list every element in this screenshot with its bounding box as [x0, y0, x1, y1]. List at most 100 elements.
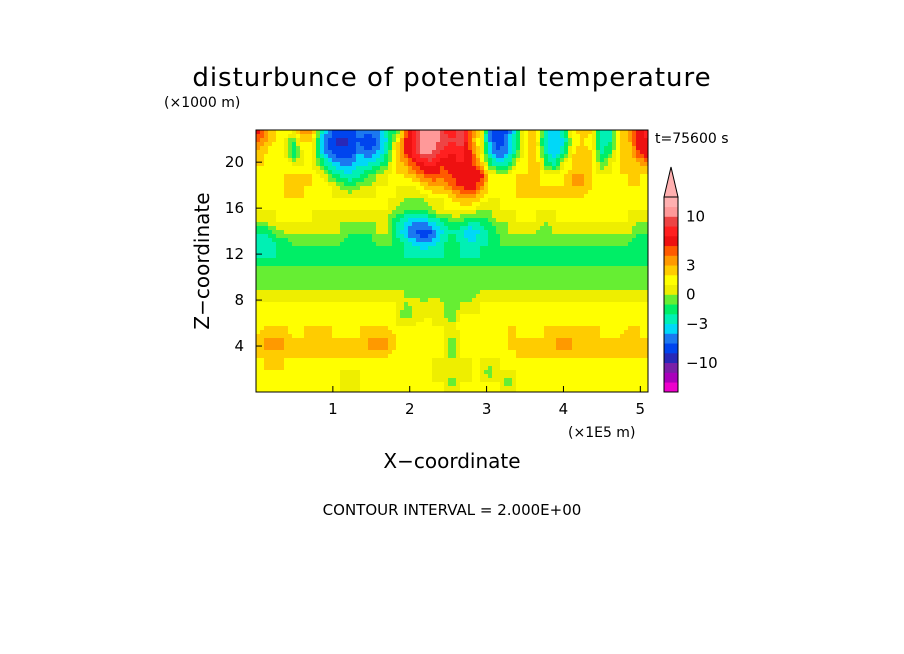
contour-cell — [508, 154, 513, 159]
contour-cell — [464, 146, 469, 151]
contour-cell — [460, 338, 509, 343]
contour-cell — [488, 166, 497, 171]
contour-cell — [392, 166, 397, 171]
contour-cell — [256, 294, 405, 299]
colorbar-segment — [664, 275, 678, 286]
contour-cell — [460, 302, 481, 307]
contour-cell — [400, 310, 413, 315]
contour-cell — [376, 222, 389, 227]
contour-cell — [456, 182, 477, 187]
contour-cell — [456, 354, 461, 359]
contour-cell — [464, 218, 489, 223]
contour-cell — [572, 338, 649, 343]
contour-cell — [484, 170, 489, 175]
contour-cell — [612, 146, 617, 151]
contour-cell — [404, 302, 409, 307]
contour-cell — [600, 138, 613, 143]
contour-cell — [320, 154, 325, 159]
contour-cell — [564, 162, 573, 167]
contour-cell — [620, 166, 649, 171]
colorbar-segment — [664, 343, 678, 354]
colorbar-segment — [664, 372, 678, 383]
contour-cell — [392, 134, 397, 139]
x-tick-label: 5 — [636, 400, 646, 418]
contour-cell — [456, 130, 465, 135]
contour-cell — [316, 134, 321, 139]
contour-cell — [412, 306, 445, 311]
contour-cell — [540, 134, 545, 139]
contour-cell — [640, 178, 649, 183]
contour-cell — [488, 238, 501, 243]
contour-cell — [528, 166, 541, 171]
contour-cell — [508, 150, 513, 155]
contour-cell — [408, 154, 413, 159]
contour-cell — [304, 194, 333, 199]
contour-cell — [256, 166, 313, 171]
contour-cell — [324, 130, 329, 135]
contour-cell — [596, 162, 601, 167]
contour-cell — [640, 182, 649, 187]
contour-cell — [596, 150, 601, 155]
y-tick-label: 8 — [234, 291, 244, 309]
contour-cell — [312, 210, 393, 215]
contour-cell — [316, 170, 325, 175]
contour-cell — [544, 330, 601, 335]
contour-cell — [592, 146, 597, 151]
contour-cell — [396, 302, 405, 307]
contour-cell — [268, 138, 277, 143]
contour-cell — [444, 334, 461, 339]
contour-cell — [396, 158, 401, 163]
contour-cell — [440, 298, 473, 303]
contour-cell — [464, 186, 477, 191]
contour-cell — [288, 138, 297, 143]
contour-cell — [472, 154, 477, 159]
contour-cell — [460, 214, 493, 219]
contour-cell — [456, 234, 465, 239]
contour-cell — [384, 134, 389, 139]
contour-cell — [300, 130, 313, 135]
contour-cell — [492, 146, 497, 151]
contour-cell — [264, 342, 285, 347]
contour-cell — [412, 310, 445, 315]
contour-cell — [516, 210, 537, 215]
contour-cell — [508, 226, 541, 231]
contour-cell — [256, 234, 269, 239]
contour-cell — [572, 178, 585, 183]
contour-cell — [572, 154, 593, 159]
contour-cell — [396, 214, 405, 219]
contour-cell — [268, 130, 277, 135]
contour-cell — [576, 130, 593, 135]
contour-cell — [476, 234, 489, 239]
contour-cell — [436, 214, 453, 219]
contour-cell — [448, 234, 457, 239]
contour-cell — [444, 330, 461, 335]
contour-cell — [640, 162, 649, 167]
contour-cell — [548, 146, 561, 151]
colorbar-segment — [664, 216, 678, 227]
contour-cell — [508, 138, 513, 143]
contour-cell — [388, 130, 397, 135]
contour-cell — [484, 186, 489, 191]
contour-cell — [288, 238, 345, 243]
contour-cell — [504, 142, 509, 147]
contour-cell — [388, 150, 393, 155]
contour-cell — [444, 338, 449, 343]
contour-cell — [580, 142, 585, 147]
contour-cell — [340, 370, 361, 375]
contour-cell — [292, 154, 297, 159]
contour-cell — [628, 218, 649, 223]
contour-cell — [380, 142, 385, 147]
contour-cell — [408, 218, 429, 223]
contour-cell — [404, 134, 409, 139]
contour-cell — [640, 334, 649, 339]
contour-cell — [516, 182, 541, 187]
contour-cell — [480, 142, 485, 147]
contour-cell — [372, 154, 381, 159]
contour-cell — [468, 134, 473, 139]
contour-cell — [636, 146, 649, 151]
contour-cell — [256, 206, 389, 211]
contour-cell — [264, 142, 273, 147]
contour-cell — [352, 190, 377, 195]
contour-cell — [448, 346, 457, 351]
contour-cell — [464, 130, 469, 135]
